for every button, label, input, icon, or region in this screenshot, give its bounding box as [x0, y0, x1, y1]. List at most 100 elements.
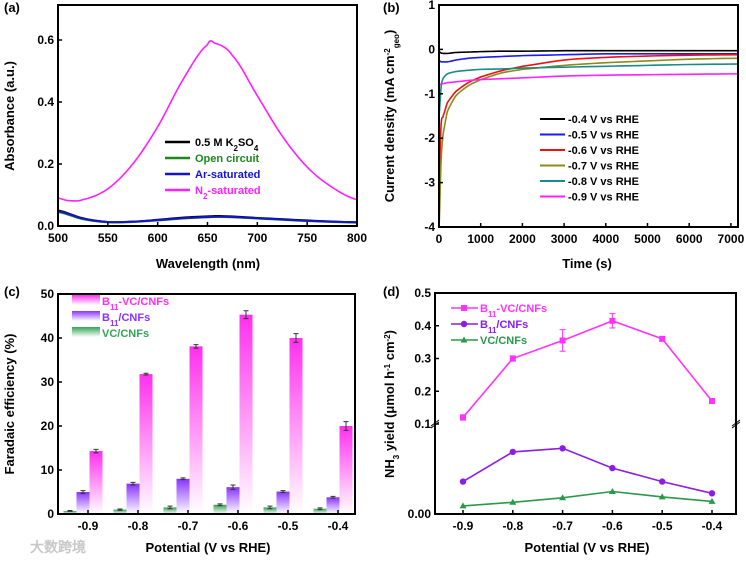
error-bar — [509, 355, 516, 362]
x-tick-label-a: 500 — [48, 231, 68, 245]
legend-swatch-c — [72, 327, 100, 337]
y-tick-label-c: 10 — [41, 463, 55, 477]
legend-label-b: -0.9 V vs RHE — [568, 192, 639, 204]
x-axis-title-b: Time (s) — [562, 256, 612, 271]
x-tick-label-b: 2000 — [509, 232, 536, 246]
series-line-d — [462, 490, 713, 507]
panel-label-c: (c) — [4, 284, 20, 299]
error-bar — [117, 508, 123, 511]
text-segment: B — [480, 319, 488, 331]
error-bar — [143, 372, 149, 376]
error-bar — [217, 503, 223, 507]
series-line-b — [438, 73, 739, 86]
series-line-d — [462, 447, 713, 495]
bar-1 — [226, 487, 240, 514]
error-bar — [293, 333, 299, 343]
text-segment: -2 — [383, 334, 392, 342]
plot-frame-d — [434, 292, 737, 515]
circle-marker — [509, 448, 516, 456]
y-axis-title-c: Faradaic efficiency (%) — [2, 334, 17, 475]
text-segment: -VC/CNFs — [496, 303, 547, 315]
text-segment: /CNFs — [118, 312, 150, 324]
legend-label-b: -0.4 V vs RHE — [568, 114, 639, 126]
y-tick-label-c: 0 — [47, 507, 54, 521]
bar-0 — [313, 508, 327, 514]
bar-2 — [239, 314, 253, 514]
series-line-a — [57, 210, 358, 224]
text-segment: 2 — [234, 144, 239, 153]
text-segment: 11 — [110, 319, 119, 328]
panel-label-a: (a) — [4, 0, 20, 15]
legend-label-b: -0.8 V vs RHE — [568, 176, 639, 188]
error-bar — [659, 336, 666, 342]
triangle-marker — [608, 488, 616, 494]
x-tick-label-c: -0.6 — [228, 519, 249, 533]
y-axis-title-b: Current density (mA cm-2geo) — [382, 30, 401, 203]
series-line-b — [438, 57, 739, 228]
bar-0 — [213, 504, 227, 514]
bar-2 — [139, 374, 153, 514]
legend-swatch-c — [72, 311, 100, 321]
bar-2 — [189, 346, 203, 514]
y-tick-label-a: 0.0 — [37, 219, 54, 233]
series-line-b — [438, 52, 738, 63]
y-tick-label-c: 20 — [41, 419, 55, 433]
legend-label-b: -0.5 V vs RHE — [568, 130, 639, 142]
text-segment: 2 — [203, 192, 208, 201]
plot-frame-c — [57, 293, 356, 515]
y-tick-label-c: 50 — [41, 287, 55, 301]
y-tick-label-c: 30 — [41, 375, 55, 389]
error-bar — [709, 398, 715, 404]
text-segment: 0.5 M K — [195, 137, 234, 149]
plot-frame-b — [438, 4, 739, 228]
circle-marker — [459, 478, 467, 485]
text-segment: B — [480, 303, 488, 315]
legend-label-d: VC/CNFs — [480, 335, 527, 347]
text-segment: /CNFs — [496, 319, 528, 331]
text-segment: 11 — [488, 326, 497, 335]
legend-label-b: -0.7 V vs RHE — [568, 161, 639, 173]
x-tick-label-c: -0.4 — [328, 519, 349, 533]
error-bar — [230, 484, 236, 490]
y-tick-label-b: -2 — [424, 131, 435, 145]
error-bar — [67, 509, 73, 512]
bar-1 — [76, 492, 90, 514]
error-bar — [460, 414, 466, 421]
text-segment: VC/CNFs — [480, 335, 527, 347]
error-bar — [80, 490, 86, 494]
triangle-marker — [559, 494, 567, 501]
x-tick-label-d: -0.7 — [552, 519, 573, 533]
text-segment: VC/CNFs — [102, 328, 149, 340]
x-tick-label-a: 650 — [197, 231, 217, 245]
x-tick-label-d: -0.6 — [602, 519, 623, 533]
bar-2 — [289, 338, 303, 514]
bar-2 — [89, 451, 103, 514]
legend-label-a: 0.5 M K2SO4 — [195, 137, 259, 153]
series-line-d — [462, 319, 713, 418]
x-tick-label-d: -0.4 — [702, 519, 723, 533]
text-segment: B — [102, 312, 110, 324]
x-axis-title-d: Potential (V vs RHE) — [525, 540, 650, 555]
text-segment: -2 — [383, 48, 392, 56]
x-tick-label-b: 5000 — [634, 232, 661, 246]
axis-break-icon — [430, 419, 741, 429]
legend-label-b: -0.6 V vs RHE — [568, 145, 639, 157]
circle-marker — [609, 464, 616, 472]
circle-marker — [708, 490, 716, 497]
y-tick-label-a: 0.6 — [37, 33, 54, 47]
error-bar — [180, 477, 186, 481]
x-axis-title-c: Potential (V vs RHE) — [146, 540, 271, 555]
text-segment: cm — [382, 341, 397, 363]
triangle-marker — [708, 497, 716, 504]
y-tick-label-a: 0.2 — [37, 157, 54, 171]
y-tick-label-b: 1 — [428, 0, 435, 12]
series-line-b — [438, 53, 739, 183]
error-bar — [609, 313, 616, 329]
legend-swatch-c — [72, 295, 100, 305]
y-axis-title-d: NH3 yield (μmol h-1 cm-2) — [382, 330, 401, 478]
panel-label-d: (d) — [383, 284, 400, 299]
text-segment: ) — [382, 30, 397, 34]
y-tick-label-d: 0.00 — [408, 507, 432, 521]
legend-label-a: N2-saturated — [195, 185, 261, 201]
bar-0 — [263, 507, 277, 514]
